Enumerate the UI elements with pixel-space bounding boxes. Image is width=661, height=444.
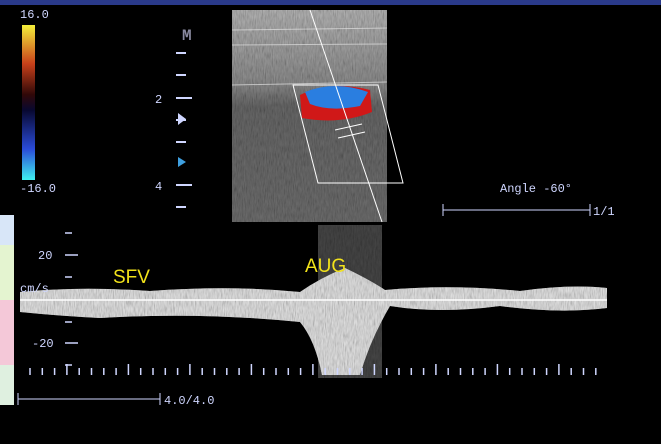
color-min: -16.0 <box>20 182 56 196</box>
ultrasound-screen: 16.0 -16.0 M 2 4 Angle -60° 1/1 20 cm/s … <box>0 0 661 444</box>
sweep-speed: 4.0/4.0 <box>164 394 214 408</box>
angle: Angle -60° <box>500 182 572 196</box>
top-border <box>0 0 661 5</box>
annotation: AUG <box>305 256 346 277</box>
side-strip <box>0 365 14 405</box>
color-max: 16.0 <box>20 8 49 22</box>
color-bar <box>22 25 35 180</box>
depth-label: 2 <box>155 93 162 107</box>
page: {"color_scale": {"max": "16.0", "min": "… <box>0 0 661 444</box>
frame-count: 1/1 <box>593 205 615 219</box>
side-strip <box>0 245 14 300</box>
velocity-label: -20 <box>32 337 54 351</box>
velocity-label: 20 <box>38 249 52 263</box>
annotation: SFV <box>113 267 150 288</box>
depth-label: 4 <box>155 180 162 194</box>
side-strip <box>0 300 14 365</box>
side-strip <box>0 215 14 245</box>
velocity-unit: cm/s <box>20 282 49 296</box>
depth-marker: M <box>182 27 192 45</box>
